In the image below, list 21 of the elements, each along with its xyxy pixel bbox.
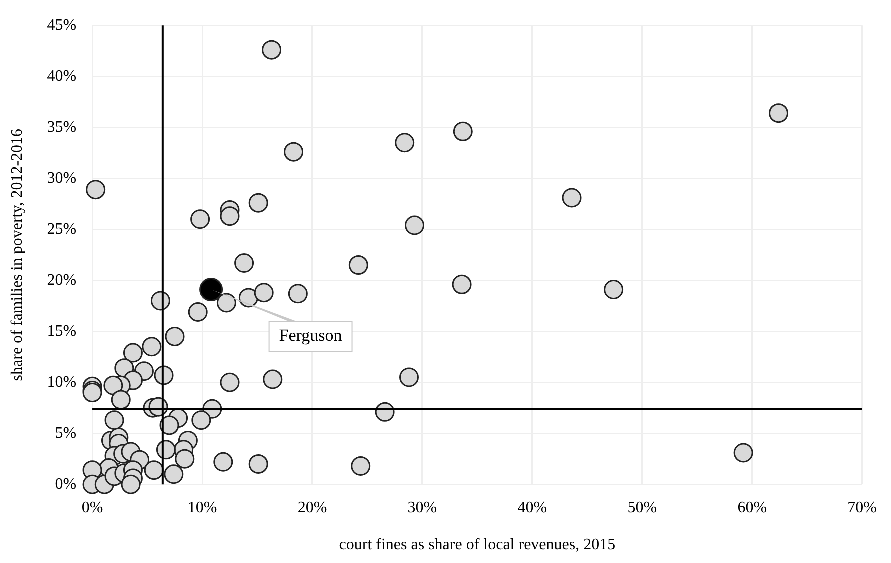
x-tick-label: 10% — [188, 499, 218, 516]
y-tick-label: 30% — [47, 170, 77, 187]
y-tick-label: 35% — [47, 118, 77, 136]
y-tick-label: 20% — [47, 272, 77, 289]
x-tick-label: 0% — [82, 499, 104, 516]
x-axis-title: court fines as share of local revenues, 2015 — [339, 536, 616, 554]
y-tick-label: 10% — [47, 374, 77, 391]
y-tick-label: 5% — [55, 424, 77, 442]
y-tick-label: 15% — [47, 322, 77, 340]
text: Ferguson — [279, 326, 343, 346]
y-tick-label: 40% — [47, 68, 77, 85]
x-tick-label: 30% — [408, 499, 438, 516]
y-tick-label: 45% — [47, 16, 77, 34]
y-tick-label: 0% — [55, 476, 77, 493]
x-tick-label: 60% — [738, 499, 768, 516]
y-axis-title: share of families in poverty, 2012-2016 — [8, 128, 26, 382]
x-tick-label: 70% — [848, 499, 877, 516]
x-tick-label: 20% — [298, 499, 328, 516]
y-tick-label: 25% — [47, 220, 77, 238]
x-tick-label: 50% — [628, 499, 658, 516]
x-tick-label: 40% — [518, 499, 548, 516]
